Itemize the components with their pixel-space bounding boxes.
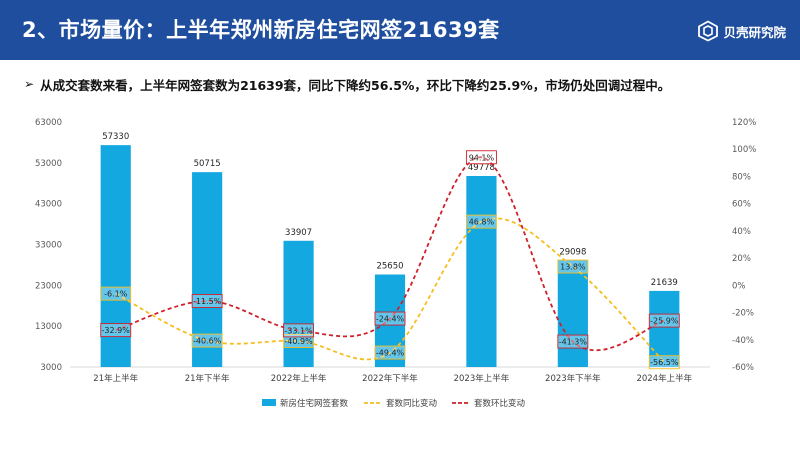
- x-tick-label: 2022年上半年: [271, 373, 327, 384]
- yoy-label-box: [648, 355, 680, 370]
- yoy-label-box: [465, 214, 497, 229]
- yoy-label-box: [191, 333, 223, 348]
- mom-data-label: -32.9%: [102, 326, 131, 335]
- yoy-label-box: [557, 259, 589, 274]
- yoy-label-box: [283, 334, 315, 348]
- bar: [557, 260, 588, 367]
- bar-value-label: 29098: [559, 247, 586, 257]
- mom-label-box: [374, 311, 406, 326]
- mom-label-box: [557, 334, 589, 349]
- yoy-data-label: -6.1%: [104, 290, 128, 299]
- legend-bar-swatch: [262, 399, 276, 406]
- bar: [466, 175, 497, 367]
- mom-data-label: -41.3%: [559, 338, 588, 347]
- y-left-tick-label: 33000: [35, 241, 62, 251]
- y-right-tick-label: 0%: [732, 281, 746, 291]
- bar-value-label: 49778: [468, 163, 495, 173]
- bar-value-label: 50715: [194, 159, 221, 169]
- yoy-data-label: 13.8%: [560, 263, 586, 272]
- bar: [649, 290, 680, 367]
- mom-data-label: -25.9%: [650, 317, 679, 326]
- y-right-tick-label: -40%: [732, 336, 754, 346]
- y-right-tick-label: 120%: [732, 118, 756, 128]
- x-tick-label: 2024年上半年: [636, 373, 692, 384]
- brand-name: 贝壳研究院: [723, 24, 786, 40]
- bar: [283, 240, 314, 367]
- y-left-tick-label: 3000: [40, 363, 62, 373]
- y-left-tick-label: 63000: [35, 118, 62, 128]
- mom-label-box: [100, 323, 132, 338]
- yoy-data-label: 46.8%: [469, 218, 495, 227]
- legend-label: 新房住宅网签套数: [280, 398, 349, 409]
- yoy-data-label: -40.6%: [193, 337, 222, 346]
- summary-line: ➢ 从成交套数来看，上半年网签套数为21639套，同比下降约56.5%，环比下降…: [24, 72, 670, 96]
- yoy-label-box: [100, 286, 132, 301]
- mom-data-label: -24.4%: [376, 315, 405, 324]
- x-tick-label: 2023年下半年: [545, 373, 601, 384]
- beike-logo-icon: [698, 20, 719, 42]
- y-right-tick-label: 40%: [732, 227, 751, 237]
- x-tick-label: 2023年上半年: [454, 373, 510, 384]
- y-right-tick-label: 80%: [732, 172, 751, 182]
- brand-logo: 贝壳研究院: [697, 19, 786, 43]
- yoy-line: [115, 217, 665, 363]
- bar-value-label: 33907: [285, 228, 312, 238]
- mom-label-box: [465, 150, 497, 165]
- legend-label: 套数同比变动: [386, 398, 438, 409]
- mom-line: [115, 156, 665, 351]
- yoy-data-label: -56.5%: [650, 358, 679, 367]
- y-left-tick-label: 43000: [35, 200, 62, 210]
- y-right-tick-label: -20%: [732, 309, 754, 319]
- x-tick-label: 2022年下半年: [362, 373, 418, 384]
- y-left-tick-label: 13000: [35, 322, 62, 332]
- y-right-tick-label: 60%: [732, 200, 751, 210]
- y-left-tick-label: 53000: [35, 159, 62, 169]
- yoy-label-box: [374, 345, 406, 360]
- bar-value-label: 21639: [651, 278, 678, 288]
- summary-text: 从成交套数来看，上半年网签套数为21639套，同比下降约56.5%，环比下降约2…: [40, 77, 671, 93]
- mom-data-label: 94.1%: [469, 153, 495, 162]
- y-right-tick-label: 20%: [732, 254, 751, 264]
- arrow-right-icon: ➢: [24, 77, 35, 91]
- bar-value-label: 25650: [376, 262, 403, 272]
- mom-data-label: -11.5%: [193, 297, 222, 306]
- x-tick-label: 21年上半年: [93, 373, 138, 384]
- legend-label: 套数环比变动: [474, 398, 526, 409]
- header-bar: 2、市场量价：上半年郑州新房住宅网签21639套 贝壳研究院: [0, 0, 800, 60]
- page-title: 2、市场量价：上半年郑州新房住宅网签21639套: [22, 18, 500, 42]
- mom-label-box: [283, 323, 315, 338]
- mom-label-box: [191, 294, 223, 308]
- yoy-data-label: -49.4%: [376, 349, 405, 358]
- x-tick-label: 21年下半年: [185, 373, 230, 384]
- y-right-tick-label: -60%: [732, 363, 754, 373]
- y-left-tick-label: 23000: [35, 281, 62, 291]
- sales-chart: 3000 13000 23000 33000 43000 53000 63000 -60% -4…: [35, 118, 756, 409]
- yoy-data-label: -40.9%: [284, 337, 313, 346]
- bar-value-label: 57330: [102, 132, 129, 142]
- mom-label-box: [648, 313, 680, 328]
- mom-data-label: -33.1%: [284, 326, 313, 335]
- y-right-tick-label: 100%: [732, 145, 756, 155]
